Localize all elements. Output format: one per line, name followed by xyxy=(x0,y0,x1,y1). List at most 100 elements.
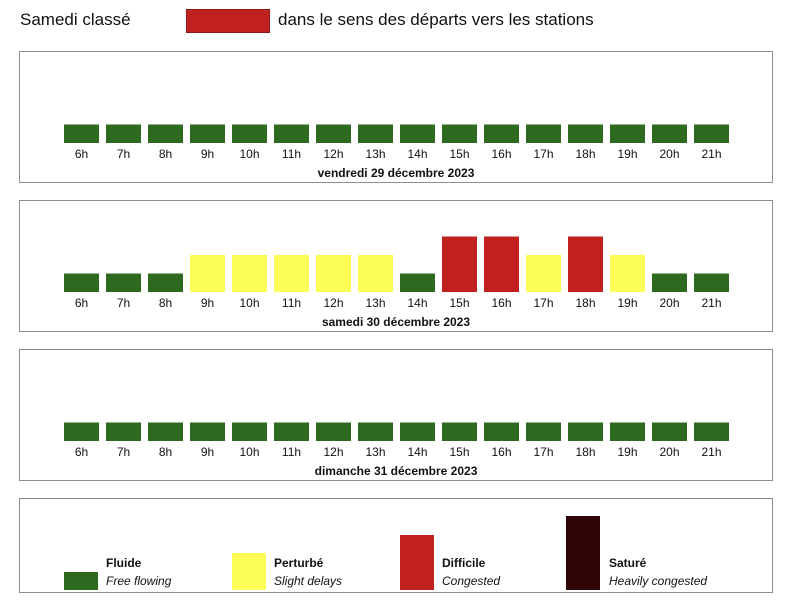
bar-10h xyxy=(232,124,267,143)
tick-label: 10h xyxy=(239,296,259,310)
bar-20h xyxy=(652,273,687,292)
tick-label: 18h xyxy=(575,445,595,459)
legend-name-fluide: Fluide xyxy=(106,556,142,570)
bar-8h xyxy=(148,422,183,441)
bar-12h xyxy=(316,124,351,143)
bar-13h xyxy=(358,255,393,292)
tick-label: 21h xyxy=(701,147,721,161)
chart-saturday: 6h 7h 8h 9h 10h 11h 12h 13h 14h 15h 16h 17h 18h 19h 20… xyxy=(64,236,729,329)
tick-label: 12h xyxy=(323,296,343,310)
bar-7h xyxy=(106,124,141,143)
bar-13h xyxy=(358,124,393,143)
tick-label: 14h xyxy=(407,296,427,310)
tick-label: 17h xyxy=(533,296,553,310)
legend: Fluide Free flowing Perturbé Slight dela… xyxy=(19,498,773,593)
tick-label: 13h xyxy=(365,147,385,161)
tick-label: 21h xyxy=(701,445,721,459)
tick-label: 8h xyxy=(159,296,172,310)
chart-panel-sunday: 6h 7h 8h 9h 10h 11h 12h 13h 14h 15h 16h 17h 18h 19h 20… xyxy=(19,349,773,481)
chart-sunday: 6h 7h 8h 9h 10h 11h 12h 13h 14h 15h 16h 17h 18h 19h 20… xyxy=(64,422,729,478)
bar-18h xyxy=(568,124,603,143)
tick-label: 12h xyxy=(323,445,343,459)
bar-11h xyxy=(274,124,309,143)
tick-label: 20h xyxy=(659,445,679,459)
bar-16h xyxy=(484,422,519,441)
tick-label: 9h xyxy=(201,445,214,459)
tick-label: 17h xyxy=(533,445,553,459)
legend-desc-sature: Heavily congested xyxy=(609,574,708,588)
chart-date-title: vendredi 29 décembre 2023 xyxy=(318,166,475,180)
tick-label: 9h xyxy=(201,296,214,310)
bar-12h xyxy=(316,422,351,441)
bar-20h xyxy=(652,422,687,441)
bar-8h xyxy=(148,273,183,292)
bar-12h xyxy=(316,255,351,292)
chart-date-title: dimanche 31 décembre 2023 xyxy=(315,464,478,478)
bar-15h xyxy=(442,124,477,143)
legend-swatch-perturbe xyxy=(232,553,266,590)
bar-21h xyxy=(694,124,729,143)
tick-label: 6h xyxy=(75,445,88,459)
legend-swatch-sature xyxy=(566,516,600,590)
tick-label: 11h xyxy=(282,296,301,310)
legend-name-difficile: Difficile xyxy=(442,556,486,570)
legend-swatch-difficile xyxy=(400,534,434,590)
tick-label: 6h xyxy=(75,147,88,161)
bar-14h xyxy=(400,273,435,292)
bar-9h xyxy=(190,124,225,143)
bar-18h xyxy=(568,236,603,292)
bar-10h xyxy=(232,422,267,441)
bar-19h xyxy=(610,422,645,441)
bar-7h xyxy=(106,273,141,292)
tick-label: 16h xyxy=(491,296,511,310)
bar-17h xyxy=(526,255,561,292)
bar-17h xyxy=(526,124,561,143)
bar-15h xyxy=(442,236,477,292)
bar-10h xyxy=(232,255,267,292)
chart-date-title: samedi 30 décembre 2023 xyxy=(322,315,470,329)
tick-label: 19h xyxy=(617,147,637,161)
tick-label: 18h xyxy=(575,147,595,161)
legend-name-perturbe: Perturbé xyxy=(274,556,324,570)
bar-14h xyxy=(400,422,435,441)
bar-6h xyxy=(64,124,99,143)
tick-label: 10h xyxy=(239,147,259,161)
bar-13h xyxy=(358,422,393,441)
legend-desc-difficile: Congested xyxy=(442,574,501,588)
tick-label: 13h xyxy=(365,445,385,459)
tick-label: 8h xyxy=(159,445,172,459)
bar-8h xyxy=(148,124,183,143)
tick-label: 15h xyxy=(449,445,469,459)
tick-label: 13h xyxy=(365,296,385,310)
tick-label: 11h xyxy=(282,445,301,459)
tick-label: 18h xyxy=(575,296,595,310)
tick-label: 20h xyxy=(659,296,679,310)
tick-label: 12h xyxy=(323,147,343,161)
tick-label: 7h xyxy=(117,296,130,310)
chart-friday: 6h 7h 8h 9h 10h 11h 12h 13h 14h 15h 16h 17h 18h 19h 20… xyxy=(64,124,729,180)
bar-6h xyxy=(64,273,99,292)
bar-9h xyxy=(190,255,225,292)
tick-label: 16h xyxy=(491,445,511,459)
bar-7h xyxy=(106,422,141,441)
tick-label: 15h xyxy=(449,296,469,310)
bar-19h xyxy=(610,255,645,292)
direction-swatch xyxy=(186,9,270,33)
legend-desc-fluide: Free flowing xyxy=(106,574,172,588)
bar-15h xyxy=(442,422,477,441)
tick-label: 14h xyxy=(407,445,427,459)
bar-6h xyxy=(64,422,99,441)
tick-label: 7h xyxy=(117,147,130,161)
tick-label: 14h xyxy=(407,147,427,161)
tick-label: 16h xyxy=(491,147,511,161)
tick-label: 9h xyxy=(201,147,214,161)
legend-desc-perturbe: Slight delays xyxy=(274,574,343,588)
tick-label: 7h xyxy=(117,445,130,459)
tick-label: 17h xyxy=(533,147,553,161)
chart-panel-saturday: 6h 7h 8h 9h 10h 11h 12h 13h 14h 15h 16h 17h 18h 19h 20… xyxy=(19,200,773,332)
tick-label: 15h xyxy=(449,147,469,161)
tick-label: 20h xyxy=(659,147,679,161)
page-title: Samedi classé xyxy=(20,10,131,29)
bar-18h xyxy=(568,422,603,441)
bar-21h xyxy=(694,422,729,441)
